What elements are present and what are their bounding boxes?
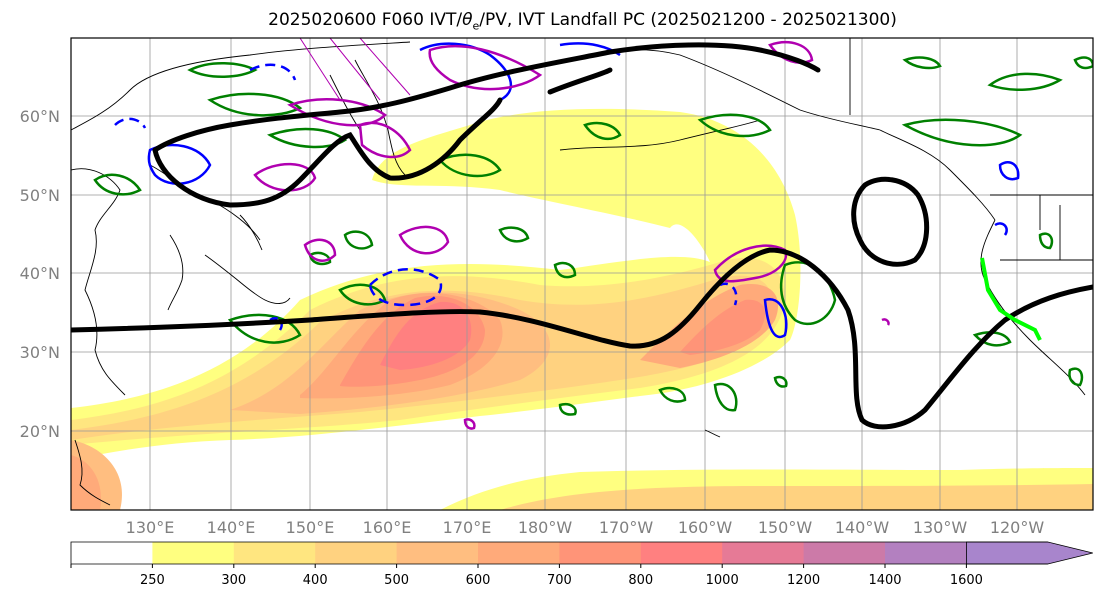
lon-label: 150°E [286, 518, 335, 537]
colorbar-segment [233, 542, 316, 564]
colorbar-segment [640, 542, 723, 564]
colorbar-tick-label: 1200 [787, 573, 820, 588]
lon-label: 160°E [363, 518, 412, 537]
lon-label: 130°E [126, 518, 175, 537]
colorbar-segment [71, 542, 153, 564]
colorbar-tick-label: 400 [303, 573, 328, 588]
lon-label: 130°W [913, 518, 968, 537]
lat-label: 60°N [20, 107, 60, 126]
colorbar-tick-label: 500 [384, 573, 409, 588]
lon-label: 170°W [599, 518, 654, 537]
colorbar-tick-label: 1000 [706, 573, 739, 588]
colorbar-segment [315, 542, 398, 564]
colorbar-tick-label: 1400 [868, 573, 901, 588]
colorbar-tick-label: 700 [547, 573, 572, 588]
colorbar-segment [803, 542, 886, 564]
lon-label: 120°W [990, 518, 1045, 537]
colorbar-tick-label: 600 [466, 573, 491, 588]
lon-labels: 130°E 140°E 150°E 160°E 170°E 180°W 170°… [126, 518, 1045, 537]
map-frame [70, 37, 1094, 511]
colorbar-tick-label: 300 [221, 573, 246, 588]
lon-label: 140°W [835, 518, 890, 537]
map-content [71, 38, 1093, 510]
theta-e-contours [71, 42, 1093, 430]
ivt-band-800 [380, 301, 472, 370]
colorbar-segment [478, 542, 560, 564]
coastlines [71, 38, 1093, 506]
colorbar-tick-label: 800 [628, 573, 653, 588]
colorbar-segment [559, 542, 642, 564]
lon-label: 180°W [518, 518, 573, 537]
pv-blue-contours [114, 42, 1020, 338]
colorbar-tick-label: 1600 [950, 573, 983, 588]
lon-label: 170°E [443, 518, 492, 537]
colorbar-segment [152, 542, 235, 564]
graticule [71, 38, 1093, 510]
lon-label: 140°E [207, 518, 256, 537]
colorbar-extend-arrow [966, 541, 1093, 565]
colorbar-segment [396, 542, 479, 564]
colorbar-segment [885, 542, 967, 564]
ivt-band-east-800 [680, 299, 765, 355]
lon-label: 150°W [758, 518, 813, 537]
landfall-coast-line [980, 257, 1042, 341]
lon-label: 160°W [678, 518, 733, 537]
colorbar-segment [722, 542, 805, 564]
colorbar: 250 300 400 500 600 700 800 1000 1200 1400 1600 [70, 541, 1093, 588]
lat-labels: 60°N 50°N 40°N 30°N 20°N [20, 107, 60, 441]
lat-label: 20°N [20, 422, 60, 441]
lat-label: 50°N [20, 186, 60, 205]
colorbar-tick-label: 250 [140, 573, 165, 588]
lat-label: 40°N [20, 264, 60, 283]
lat-label: 30°N [20, 343, 60, 362]
map-title: 2025020600 F060 IVT/θe/PV, IVT Landfall … [268, 10, 897, 33]
ivt-band-south-inner [500, 484, 1093, 510]
